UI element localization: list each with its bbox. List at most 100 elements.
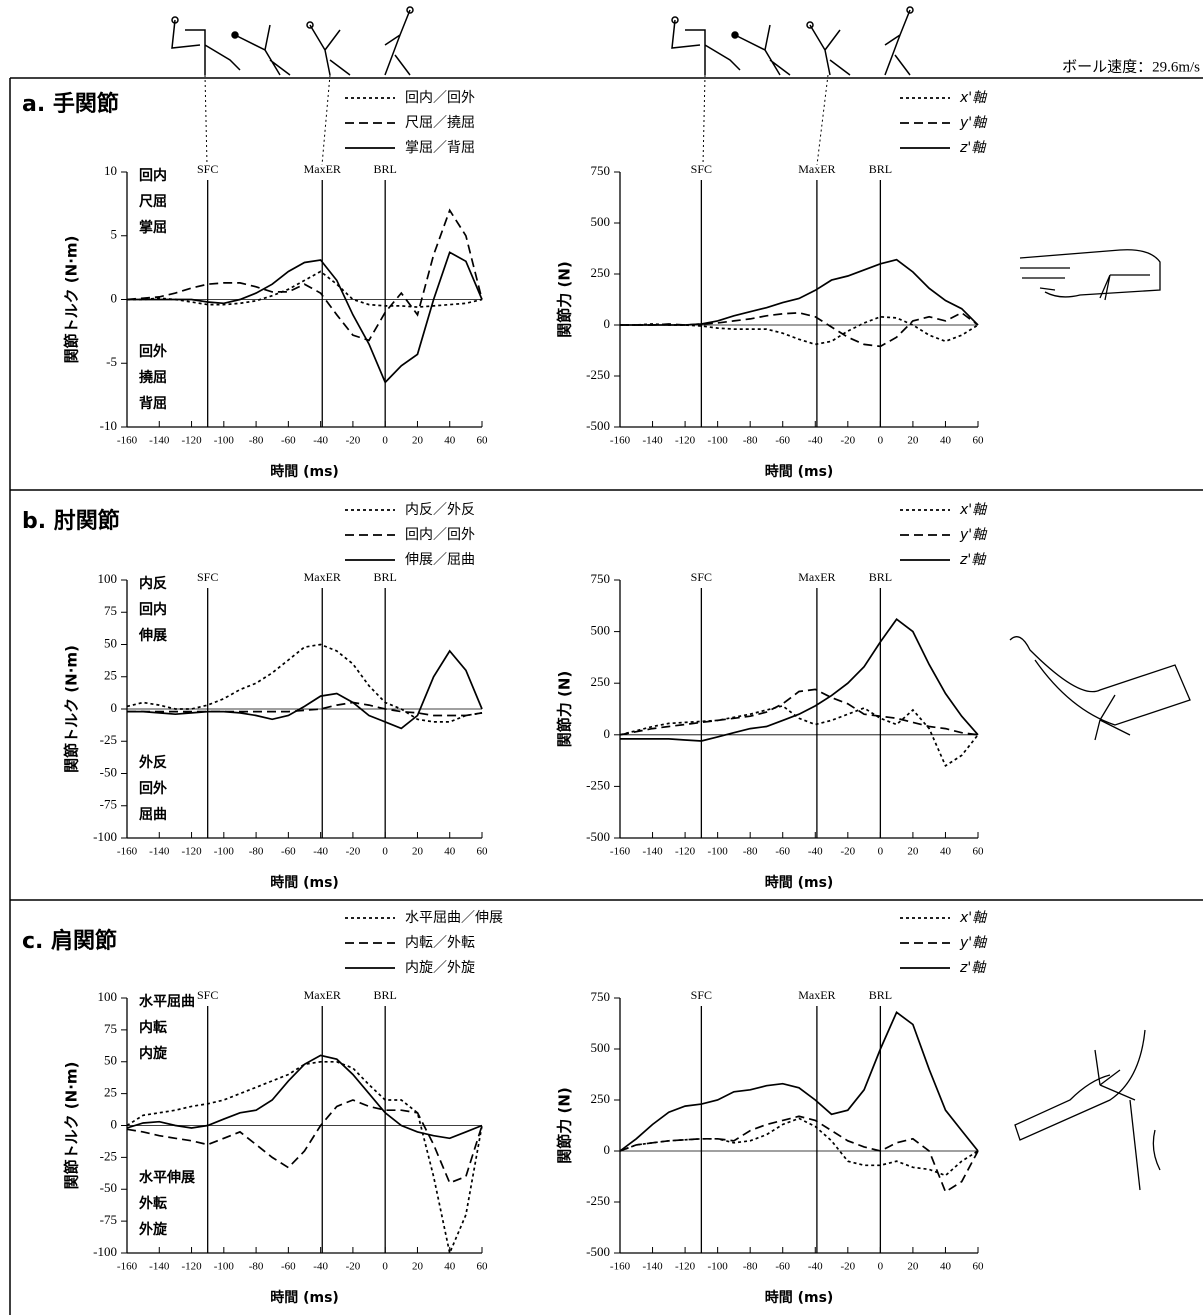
series-line: [127, 251, 483, 384]
x-tick-label: -40: [808, 846, 823, 858]
annotation: 伸展: [138, 627, 167, 644]
annotation: 回内: [139, 167, 167, 184]
y-tick-label: -10: [100, 418, 117, 433]
x-tick-label: -60: [281, 846, 296, 858]
legend-label: x'軸: [959, 90, 988, 106]
y-tick-label: 500: [591, 214, 611, 229]
x-tick-label: -60: [281, 435, 296, 447]
event-label: BRL: [869, 988, 892, 1002]
event-label: BRL: [374, 162, 397, 176]
x-tick-label: -120: [675, 846, 696, 858]
x-tick-label: -160: [117, 1261, 138, 1273]
y-tick-label: 100: [98, 571, 118, 586]
x-tick-label: 0: [382, 435, 388, 447]
y-axis-label: 関節力 (N): [556, 1087, 574, 1164]
series-line: [126, 1060, 483, 1256]
y-tick-label: -250: [586, 367, 610, 382]
legend-label: 回内／回外: [405, 90, 475, 106]
series-line: [126, 1054, 483, 1140]
x-tick-label: -20: [840, 846, 855, 858]
chart-title: b. 肘関節: [22, 508, 120, 534]
event-label: SFC: [197, 570, 218, 584]
x-tick-label: 60: [477, 435, 489, 447]
y-tick-label: -25: [100, 732, 117, 747]
x-tick-label: 40: [444, 1261, 456, 1273]
series-line: [620, 315, 979, 346]
event-label: MaxER: [798, 988, 835, 1002]
annotation: 回内: [139, 601, 167, 618]
annotation: 屈曲: [139, 806, 167, 823]
event-label: SFC: [691, 162, 712, 176]
x-tick-label: -160: [117, 846, 138, 858]
y-tick-label: -75: [100, 1212, 117, 1227]
x-tick-label: -20: [840, 435, 855, 447]
x-tick-label: -160: [610, 435, 631, 447]
x-tick-label: -100: [214, 1261, 235, 1273]
frame: [9, 77, 1203, 1315]
stick-figures: [171, 6, 914, 166]
y-tick-label: 0: [111, 1116, 118, 1131]
x-tick-label: 20: [412, 846, 424, 858]
y-tick-label: 0: [111, 290, 118, 305]
event-label: BRL: [374, 988, 397, 1002]
x-tick-label: 0: [878, 435, 884, 447]
y-tick-label: 0: [604, 1142, 611, 1157]
x-tick-label: -100: [214, 435, 235, 447]
y-tick-label: -5: [106, 354, 117, 369]
x-tick-label: 20: [412, 1261, 424, 1273]
x-tick-label: -40: [313, 1261, 328, 1273]
x-tick-label: -140: [149, 435, 170, 447]
y-tick-label: -75: [100, 797, 117, 812]
y-tick-label: 10: [104, 163, 117, 178]
legend-label: y'軸: [959, 935, 988, 951]
annotation: 内反: [139, 575, 167, 592]
x-tick-label: 0: [878, 1261, 884, 1273]
x-tick-label: -100: [708, 435, 729, 447]
x-tick-label: -80: [743, 846, 758, 858]
y-tick-label: 50: [104, 1053, 117, 1068]
event-label: SFC: [691, 988, 712, 1002]
x-tick-label: -80: [249, 1261, 264, 1273]
x-tick-label: 60: [973, 846, 985, 858]
x-tick-label: -20: [840, 1261, 855, 1273]
x-tick-label: -140: [642, 846, 663, 858]
x-tick-label: -120: [181, 1261, 202, 1273]
y-tick-label: 0: [111, 700, 118, 715]
x-tick-label: -100: [708, 846, 729, 858]
x-tick-label: -40: [808, 435, 823, 447]
y-tick-label: -100: [93, 829, 117, 844]
legend-label: 内転／外転: [405, 935, 475, 951]
x-axis-label: 時間 (ms): [270, 463, 339, 480]
x-tick-label: 40: [940, 846, 952, 858]
y-tick-label: 0: [604, 726, 611, 741]
legend-label: z'軸: [959, 140, 987, 156]
x-axis-label: 時間 (ms): [270, 874, 339, 891]
annotation: 内旋: [139, 1045, 168, 1062]
x-tick-label: -160: [117, 435, 138, 447]
series-line: [127, 270, 483, 308]
x-tick-label: -60: [775, 1261, 790, 1273]
x-tick-label: 20: [907, 1261, 919, 1273]
x-axis-label: 時間 (ms): [765, 1289, 834, 1306]
series-line: [126, 1099, 483, 1184]
x-tick-label: -80: [249, 435, 264, 447]
legend-label: 内反／外反: [405, 502, 475, 518]
x-tick-label: -140: [642, 1261, 663, 1273]
legend-label: 回内／回外: [405, 527, 475, 543]
y-axis-label: 関節トルク (N·m): [63, 236, 81, 364]
y-axis-label: 関節トルク (N·m): [63, 645, 81, 773]
y-tick-label: 250: [591, 1091, 611, 1106]
series-line: [620, 617, 979, 742]
event-label: BRL: [374, 570, 397, 584]
x-tick-label: 60: [973, 1261, 985, 1273]
annotation: 水平屈曲: [139, 993, 195, 1010]
x-tick-label: 20: [907, 435, 919, 447]
x-tick-label: 40: [940, 435, 952, 447]
y-tick-label: -500: [586, 829, 610, 844]
x-tick-label: -60: [775, 435, 790, 447]
y-tick-label: 250: [591, 265, 611, 280]
event-label: MaxER: [304, 162, 341, 176]
series-line: [619, 1010, 979, 1152]
legend-label: z'軸: [959, 960, 987, 976]
x-axis-label: 時間 (ms): [765, 463, 834, 480]
